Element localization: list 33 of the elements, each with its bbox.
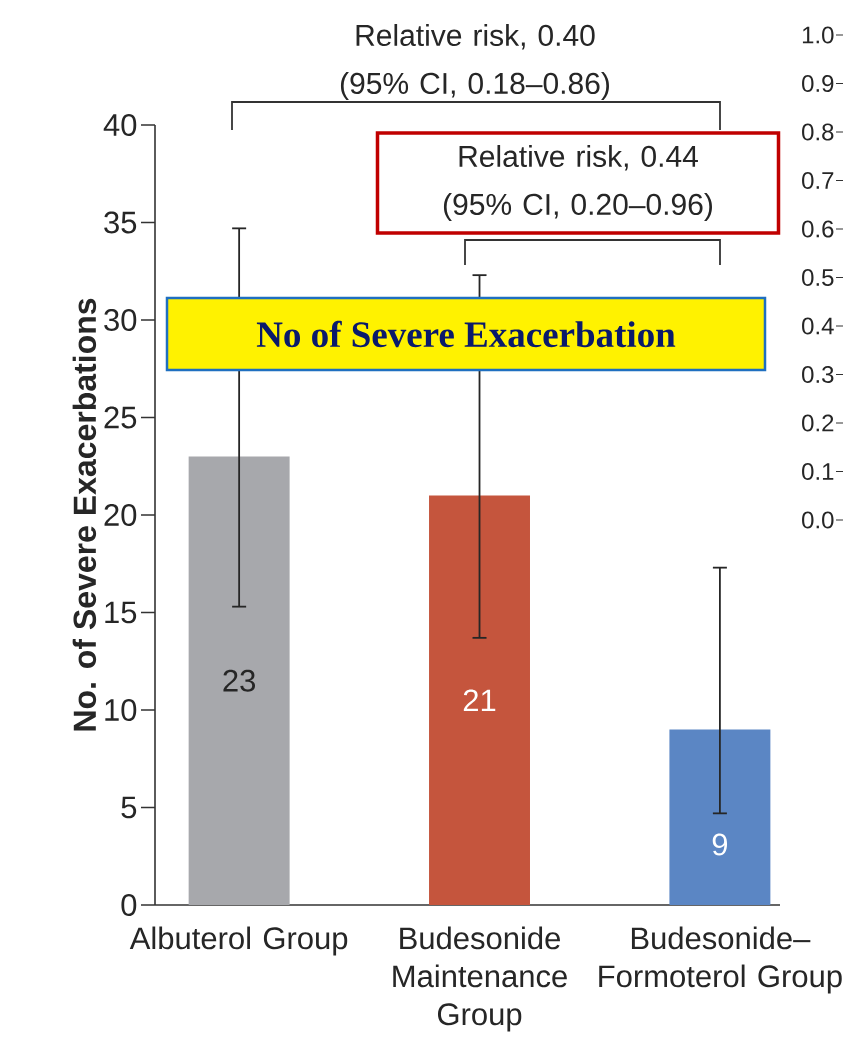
text: No of Severe Exacerbation bbox=[256, 320, 676, 348]
y2-tick-label: 0.3 bbox=[802, 366, 834, 383]
y-tick-label: 30 bbox=[104, 309, 137, 331]
bar bbox=[429, 495, 530, 905]
y-tick-label: 5 bbox=[121, 796, 137, 819]
x-tick-label: Budesonide–Formoterol Group bbox=[599, 926, 842, 994]
y2-tick-label: 0.1 bbox=[802, 463, 834, 480]
data-label: 23 bbox=[223, 669, 256, 692]
y-tick-label: 35 bbox=[104, 211, 137, 234]
y2-tick-label: 0.4 bbox=[802, 317, 834, 335]
y-tick-label: 15 bbox=[105, 601, 137, 624]
y2-tick-label: 0.2 bbox=[802, 414, 834, 432]
text: Relative risk, 0.40 (95% CI, 0.18–0.86) bbox=[340, 24, 609, 100]
data-label: 21 bbox=[463, 689, 496, 712]
y2-tick-label: 0.5 bbox=[802, 269, 834, 286]
data-label: 9 bbox=[712, 833, 728, 856]
y-tick-label: 40 bbox=[103, 114, 137, 136]
bar bbox=[188, 456, 290, 905]
y2-tick-label: 0.6 bbox=[802, 220, 834, 238]
y2-tick-label: 0.8 bbox=[802, 123, 834, 141]
y2-tick-label: 0.9 bbox=[802, 75, 834, 92]
bar bbox=[669, 729, 771, 905]
y2-tick-label: 0.0 bbox=[802, 511, 834, 529]
x-tick-label: Albuterol Group bbox=[129, 926, 348, 956]
annotation: Relative risk, 0.44 (95% CI, 0.20–0.96) bbox=[443, 145, 712, 221]
y2-tick-label: 0.7 bbox=[802, 172, 834, 189]
y2-tick-label: 1.0 bbox=[802, 26, 834, 44]
y-axis-title: No. of Severe Exacerbations bbox=[72, 298, 97, 731]
y-tick-label: 25 bbox=[104, 406, 137, 429]
y-tick-label: 20 bbox=[104, 504, 137, 526]
y-tick-label: 10 bbox=[105, 699, 137, 721]
x-tick-label: Budesonide Maintenance Group bbox=[393, 926, 567, 1032]
y-tick-label: 0 bbox=[121, 894, 137, 916]
